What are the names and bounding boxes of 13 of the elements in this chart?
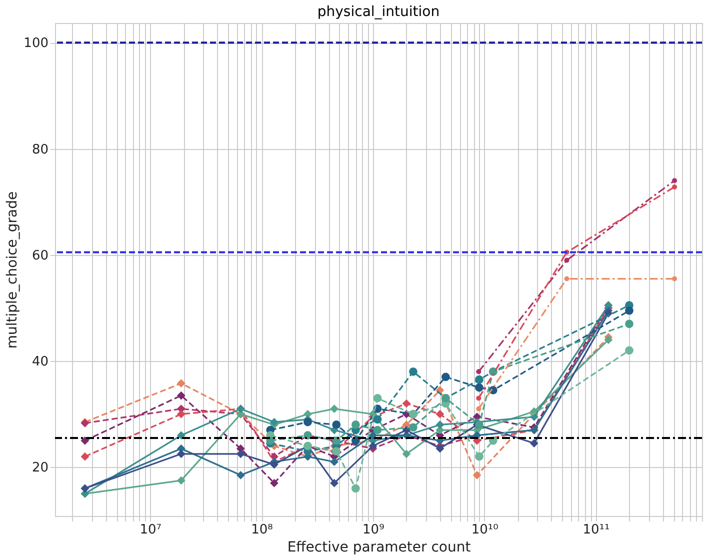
- y-tick-label: 80: [32, 142, 48, 158]
- x-axis-title: Effective parameter count: [287, 540, 472, 556]
- y-tick-label: 40: [32, 354, 48, 370]
- y-tick-label: 60: [32, 248, 48, 264]
- x-tick-label: 10¹⁰: [471, 522, 498, 538]
- x-tick-label: 10⁹: [362, 522, 384, 538]
- x-tick-label: 10⁷: [140, 522, 162, 538]
- x-tick-label: 10¹¹: [582, 522, 610, 538]
- y-tick-label: 20: [32, 460, 48, 476]
- y-tick-label: 100: [24, 36, 48, 52]
- chart-title: physical_intuition: [317, 4, 440, 20]
- x-tick-label: 10⁸: [251, 522, 273, 538]
- y-axis-title: multiple_choice_grade: [4, 191, 21, 349]
